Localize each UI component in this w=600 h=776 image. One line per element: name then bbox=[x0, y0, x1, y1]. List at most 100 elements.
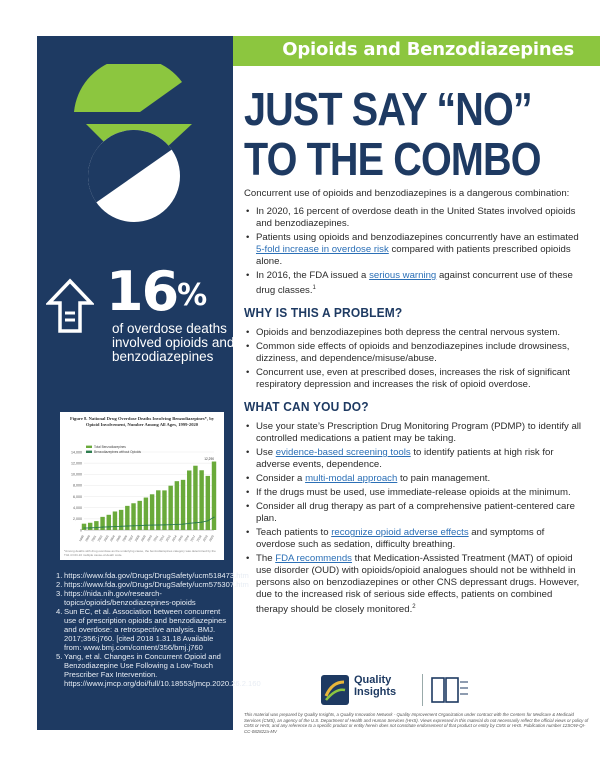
reference-number: 5. bbox=[56, 652, 63, 661]
point-without-opioids bbox=[201, 521, 203, 523]
bar-total-benzodiazepines bbox=[143, 497, 149, 530]
bar-total-benzodiazepines bbox=[180, 479, 186, 530]
reference-number: 3. bbox=[56, 589, 63, 598]
pill-logo-icon bbox=[74, 64, 192, 222]
banner-title: Opioids and Benzodiazepines bbox=[282, 39, 574, 60]
inline-link[interactable]: FDA recommends bbox=[275, 553, 352, 565]
bar-total-benzodiazepines bbox=[205, 475, 211, 530]
x-tick-label: 2002 bbox=[97, 534, 104, 542]
x-tick-label: 2013 bbox=[165, 534, 172, 542]
point-without-opioids bbox=[83, 527, 85, 529]
bar-total-benzodiazepines bbox=[199, 470, 204, 530]
reference-number: 4. bbox=[56, 607, 63, 616]
point-without-opioids bbox=[170, 524, 172, 526]
bar-total-benzodiazepines bbox=[106, 514, 111, 530]
bar-total-benzodiazepines bbox=[211, 461, 217, 530]
x-tick-label: 2006 bbox=[121, 534, 128, 542]
quality-insights-logo-icon bbox=[321, 675, 349, 705]
bullet-item: In 2016, the FDA issued a serious warnin… bbox=[244, 270, 582, 297]
x-tick-label: 2018 bbox=[196, 534, 203, 542]
bullet-item: Concurrent use, even at prescribed doses… bbox=[244, 367, 582, 391]
inline-link[interactable]: evidence-based screening tools bbox=[275, 447, 411, 459]
x-tick-label: 2005 bbox=[115, 534, 122, 542]
reference-item: 2. https://www.fda.gov/Drugs/DrugSafety/u… bbox=[48, 580, 249, 589]
reference-item: 1. https://www.fda.gov/Drugs/DrugSafety/u… bbox=[48, 571, 249, 580]
footnote-marker: 2 bbox=[412, 604, 416, 611]
reference-number: 2. bbox=[56, 580, 63, 589]
point-without-opioids bbox=[151, 524, 153, 526]
x-tick-label: 2012 bbox=[159, 534, 166, 542]
bullet-item: Use evidence-based screening tools to id… bbox=[244, 447, 582, 471]
point-without-opioids bbox=[194, 522, 197, 524]
reference-text: Sun EC, et al. Association between concu… bbox=[64, 607, 227, 652]
bar-total-benzodiazepines bbox=[125, 505, 130, 530]
point-without-opioids bbox=[114, 525, 116, 528]
chart-footnote: *Among deaths with drug overdose as the … bbox=[64, 549, 216, 557]
inline-link[interactable]: 5-fold increase in overdose risk bbox=[256, 244, 389, 255]
statistic-callout: 16% of overdose deaths involved opioids … bbox=[46, 264, 234, 378]
reference-number: 1. bbox=[56, 571, 63, 580]
up-arrow-icon bbox=[46, 278, 94, 333]
inline-link[interactable]: multi-modal approach bbox=[305, 473, 398, 485]
section-heading-actions: WHAT CAN YOU DO? bbox=[244, 399, 369, 415]
intro-bullet-list: In 2020, 16 percent of overdose death in… bbox=[244, 206, 582, 297]
headline-line-1: JUST SAY “NO” bbox=[244, 83, 533, 135]
point-without-opioids bbox=[157, 524, 159, 526]
inline-link[interactable]: serious warning bbox=[369, 270, 437, 281]
chart-title: Figure 8. National Drug Overdose Deaths … bbox=[69, 416, 215, 427]
bullet-item: Consider a multi-modal approach to pain … bbox=[244, 473, 582, 485]
y-tick-label: 10,000 bbox=[71, 473, 82, 477]
bar-total-benzodiazepines bbox=[193, 465, 198, 530]
bar-total-benzodiazepines bbox=[174, 481, 180, 530]
point-without-opioids bbox=[126, 525, 128, 527]
bullet-item: Use your state’s Prescription Drug Monit… bbox=[244, 421, 582, 445]
main-content: Concurrent use of opioids and benzodiaze… bbox=[244, 188, 582, 618]
bar-total-benzodiazepines bbox=[187, 470, 192, 530]
bar-total-benzodiazepines bbox=[131, 503, 136, 530]
bullet-item: If the drugs must be used, use immediate… bbox=[244, 487, 582, 499]
legend-label: Total Benzodiazepines bbox=[94, 445, 126, 449]
legend-swatch bbox=[86, 450, 92, 453]
point-without-opioids bbox=[89, 527, 91, 529]
inline-link[interactable]: recognize opioid adverse effects bbox=[331, 527, 469, 539]
bullet-item: Opioids and benzodiazepines both depress… bbox=[244, 327, 582, 339]
reference-item: 4. Sun EC, et al. Association between con… bbox=[48, 607, 232, 652]
x-tick-label: 2016 bbox=[183, 534, 190, 542]
point-without-opioids bbox=[188, 522, 190, 524]
bar-total-benzodiazepines bbox=[81, 523, 87, 530]
headline: JUST SAY “NO” TO THE COMBO bbox=[244, 83, 542, 184]
reference-text: Yang, et al. Changes in Concurrent Opioi… bbox=[64, 652, 261, 688]
bar-total-benzodiazepines bbox=[100, 516, 105, 530]
footer-logos: Quality Insights bbox=[320, 672, 590, 710]
overdose-chart: Figure 8. National Drug Overdose Deaths … bbox=[60, 412, 224, 560]
bar-total-benzodiazepines bbox=[112, 511, 118, 530]
point-without-opioids bbox=[101, 526, 104, 528]
references-list: 1. https://www.fda.gov/Drugs/DrugSafety/u… bbox=[48, 571, 261, 688]
point-without-opioids bbox=[213, 516, 215, 518]
banner-strip: Opioids and Benzodiazepines bbox=[233, 36, 600, 66]
point-without-opioids bbox=[145, 524, 147, 526]
legend-swatch bbox=[86, 445, 92, 448]
bar-total-benzodiazepines bbox=[137, 500, 142, 530]
line-without-opioids bbox=[83, 516, 215, 529]
legend-label: Benzodiazepines without Opioids bbox=[94, 450, 141, 454]
y-tick-label: 14,000 bbox=[71, 450, 82, 454]
x-tick-label: 2007 bbox=[128, 534, 135, 542]
peak-data-label: 12,290 bbox=[204, 457, 214, 461]
x-tick-label: 2015 bbox=[177, 534, 184, 542]
point-without-opioids bbox=[182, 523, 184, 525]
y-tick-label: 0 bbox=[80, 528, 82, 532]
intro-text: Concurrent use of opioids and benzodiaze… bbox=[244, 188, 570, 199]
bar-total-benzodiazepines bbox=[118, 509, 124, 530]
x-tick-label: 2020 bbox=[208, 534, 215, 542]
bullet-item: Common side effects of opioids and benzo… bbox=[244, 341, 582, 365]
point-without-opioids bbox=[207, 520, 209, 522]
footer-disclaimer: This material was prepared by Quality In… bbox=[244, 712, 589, 734]
bar-total-benzodiazepines bbox=[149, 494, 155, 530]
x-tick-label: 2017 bbox=[189, 534, 196, 542]
point-without-opioids bbox=[163, 524, 166, 526]
reference-text: https://www.fda.gov/Drugs/DrugSafety/ucm… bbox=[64, 580, 249, 589]
x-tick-label: 2014 bbox=[171, 534, 178, 542]
bar-total-benzodiazepines bbox=[168, 485, 173, 530]
bullet-item: Patients using opioids and benzodiazepin… bbox=[244, 232, 582, 268]
